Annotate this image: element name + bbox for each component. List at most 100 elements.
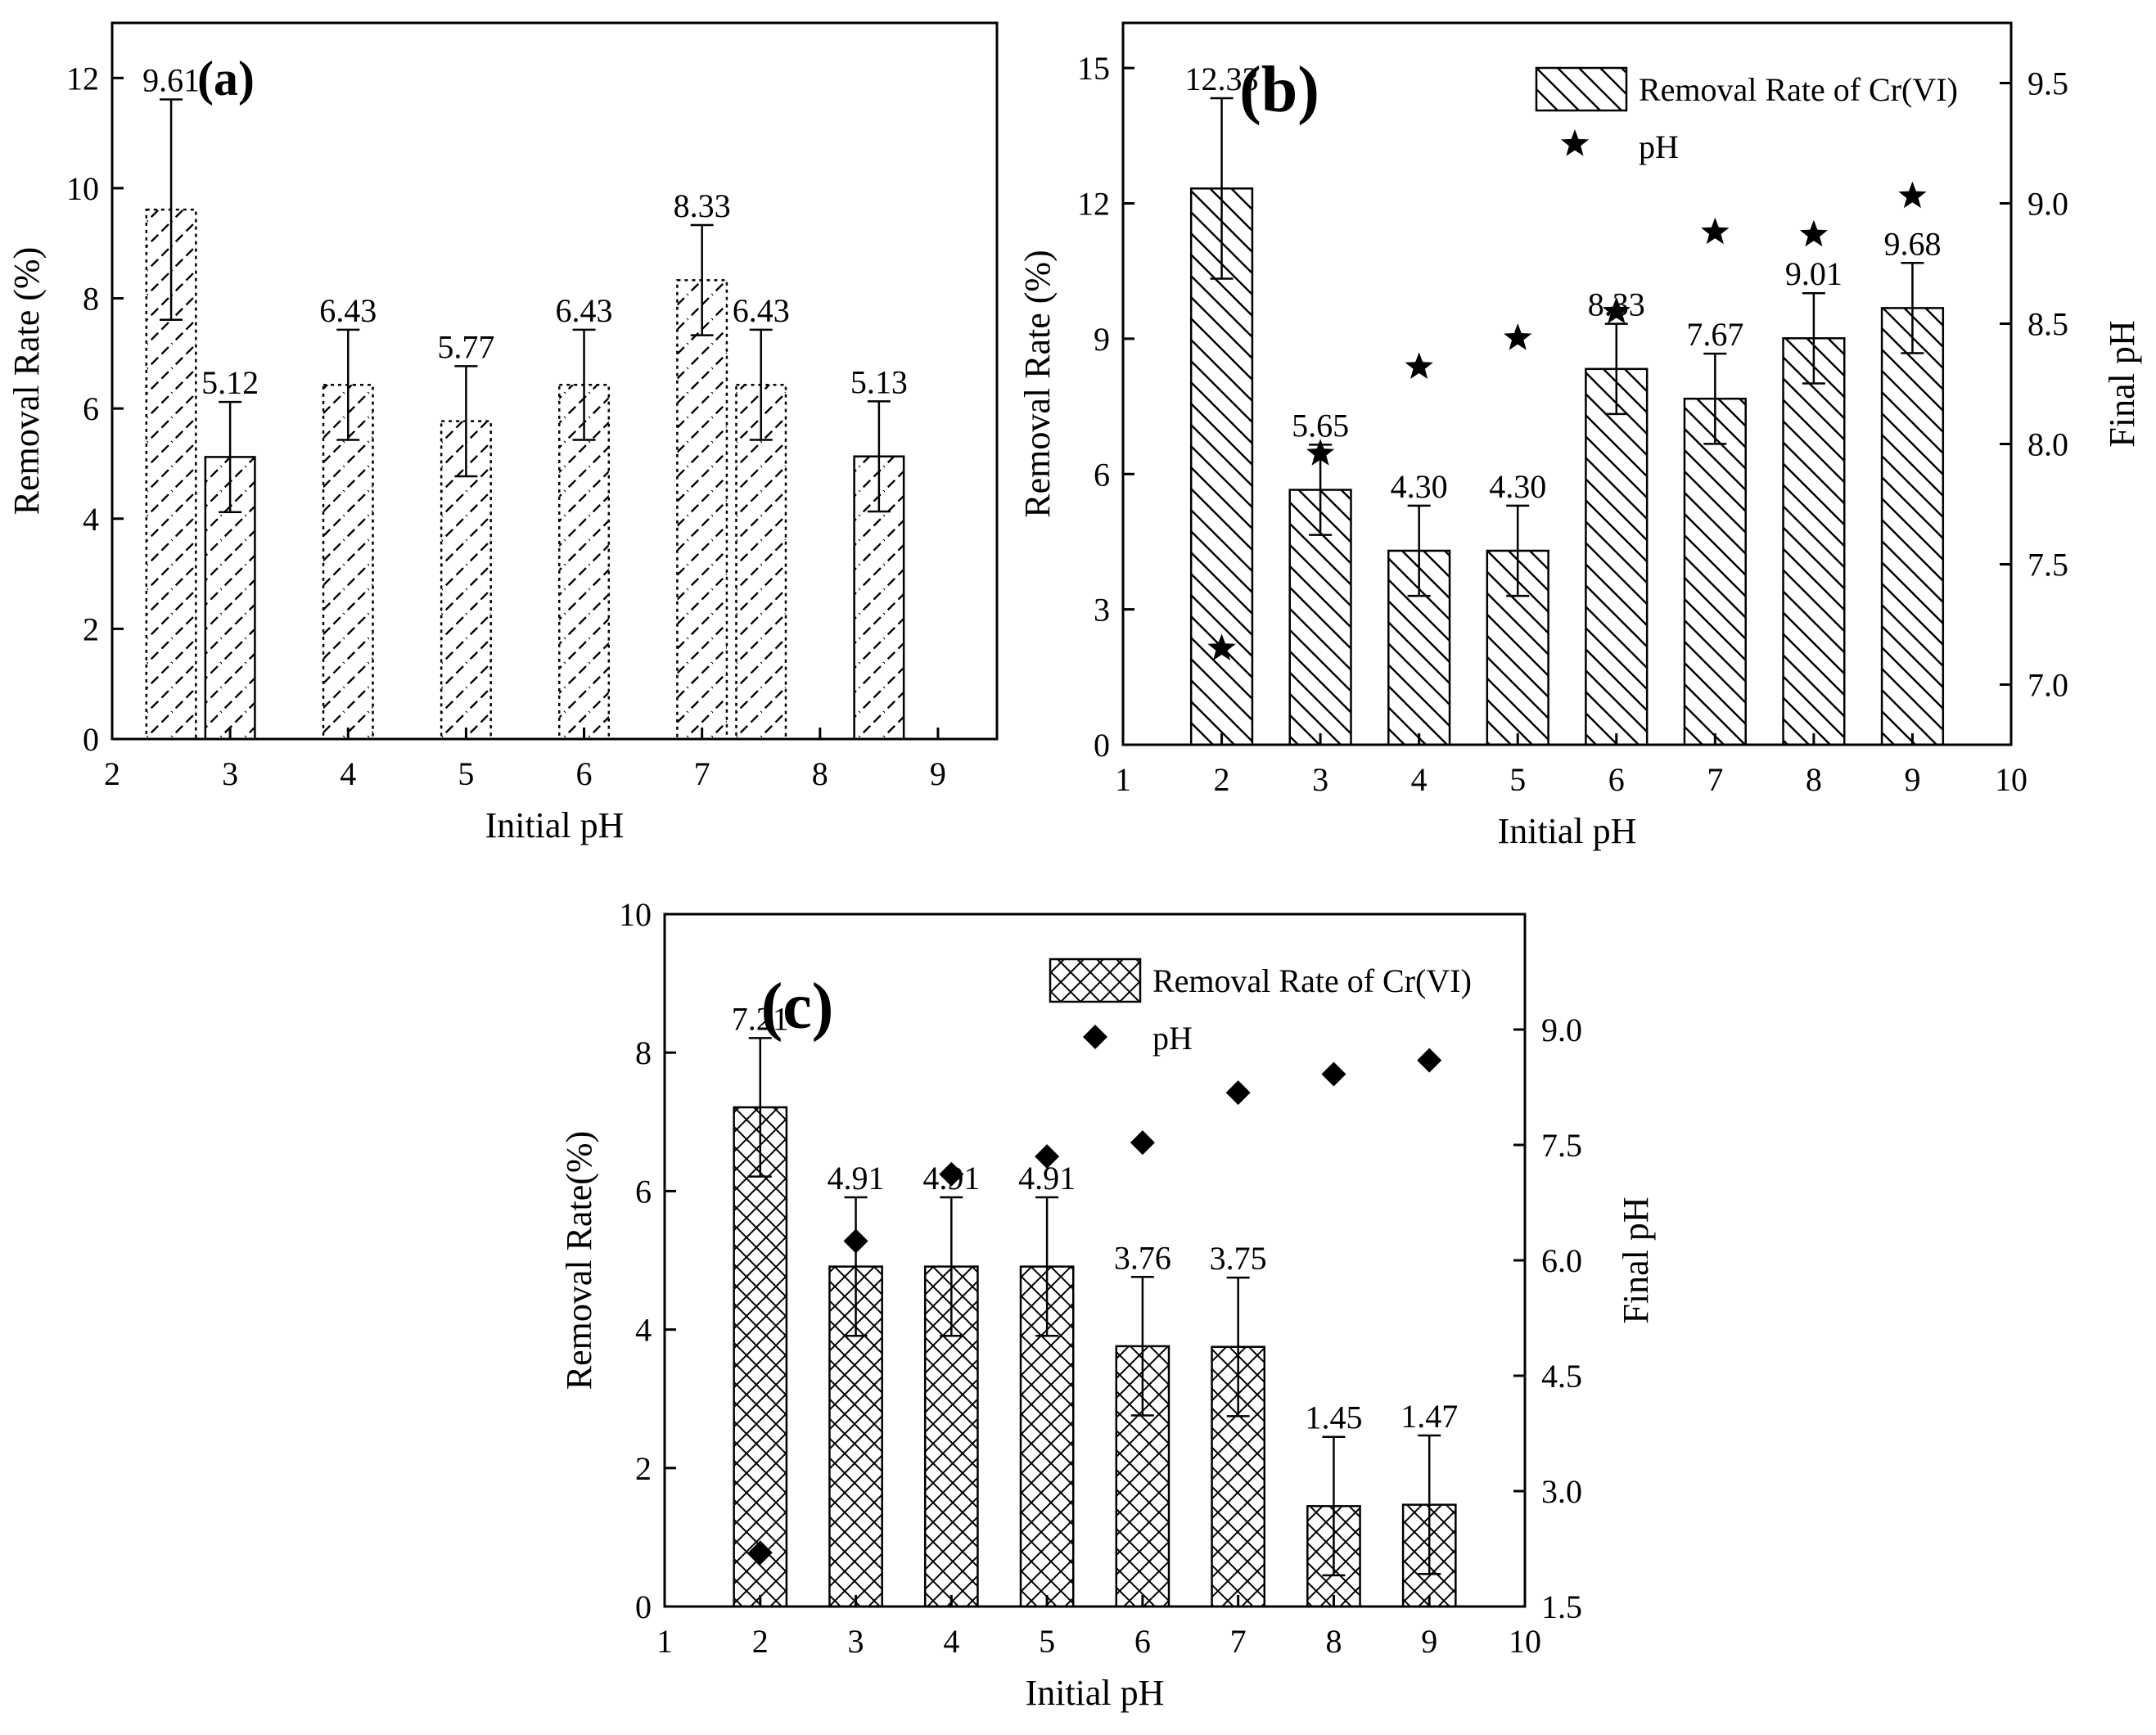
bar-value-label: 9.01 bbox=[1785, 255, 1843, 292]
x-tick-label: 8 bbox=[812, 755, 828, 792]
bar-value-label: 5.12 bbox=[201, 364, 259, 401]
bar-value-label: 5.65 bbox=[1292, 407, 1349, 444]
final-ph-diamond-marker bbox=[1225, 1080, 1251, 1106]
x-tick-label: 6 bbox=[1608, 761, 1625, 798]
final-ph-diamond-marker bbox=[1321, 1061, 1346, 1087]
y-tick-label: 4 bbox=[635, 1312, 652, 1349]
y-tick-label: 9 bbox=[1094, 321, 1110, 358]
x-tick-label: 7 bbox=[694, 755, 710, 792]
bar bbox=[735, 383, 787, 741]
x-tick-label: 1 bbox=[1115, 761, 1131, 798]
x-tick-label: 2 bbox=[104, 755, 120, 792]
final-ph-diamond-marker bbox=[1130, 1130, 1155, 1156]
final-ph-diamond-marker bbox=[1035, 1144, 1060, 1169]
y-axis-label: Removal Rate (%) bbox=[1017, 250, 1058, 517]
y-tick-label: 8 bbox=[83, 281, 99, 318]
y2-tick-label: 4.5 bbox=[1541, 1358, 1582, 1395]
bar bbox=[1683, 397, 1747, 746]
panel-c: 1 2 3 4 5 6 7 8 9 1002468101.53.04.56.07.59.0Init… bbox=[559, 896, 1656, 1713]
x-axis-label: Initial pH bbox=[1498, 811, 1637, 851]
bar-value-label: 9.68 bbox=[1883, 225, 1941, 262]
y2-tick-label: 9.5 bbox=[2027, 65, 2068, 102]
legend-bar-label: Removal Rate of Cr(VI) bbox=[1152, 962, 1472, 999]
x-tick-label: 3 bbox=[1312, 761, 1328, 798]
y-axis-label: Removal Rate(%) bbox=[559, 1131, 599, 1390]
final-ph-star-marker bbox=[1799, 219, 1828, 247]
x-tick-label: 3 bbox=[222, 755, 238, 792]
bar-value-label: 8.33 bbox=[674, 187, 731, 224]
x-tick-label: 8 bbox=[1806, 761, 1822, 798]
bar-value-label: 1.47 bbox=[1400, 1398, 1458, 1435]
y2-axis-label: Final pH bbox=[2102, 320, 2142, 447]
x-tick-label: 7 bbox=[1707, 761, 1723, 798]
final-ph-star-marker bbox=[1504, 323, 1532, 350]
x-tick-label: 6 bbox=[1134, 1623, 1151, 1660]
x-tick-label: 9 bbox=[930, 755, 946, 792]
bar-value-label: 7.21 bbox=[732, 1000, 789, 1037]
y-tick-label: 15 bbox=[1077, 50, 1110, 87]
panel-b: 1 2 3 4 5 6 7 8 9 10036912157.07.58.08.59.09.5Ini… bbox=[1017, 21, 2142, 851]
bar-value-label: 6.43 bbox=[319, 292, 377, 329]
bar-value-label: 5.13 bbox=[850, 363, 908, 400]
x-tick-label: 9 bbox=[1421, 1623, 1437, 1660]
y2-tick-label: 8.0 bbox=[2027, 426, 2068, 463]
x-tick-label: 7 bbox=[1230, 1623, 1247, 1660]
x-tick-label: 3 bbox=[848, 1623, 864, 1660]
bar-value-label: 1.45 bbox=[1305, 1399, 1362, 1436]
y2-tick-label: 6.0 bbox=[1541, 1242, 1582, 1279]
bar bbox=[1880, 307, 1945, 746]
y-tick-label: 2 bbox=[83, 611, 99, 647]
y-tick-label: 2 bbox=[635, 1450, 652, 1487]
y2-tick-label: 7.5 bbox=[2027, 547, 2068, 584]
bar bbox=[676, 279, 728, 741]
legend-bar-swatch bbox=[1535, 66, 1628, 112]
x-tick-label: 9 bbox=[1904, 761, 1920, 798]
final-ph-star-marker bbox=[1701, 217, 1730, 245]
x-tick-label: 2 bbox=[1214, 761, 1230, 798]
final-ph-star-marker bbox=[1602, 296, 1631, 324]
y2-tick-label: 7.5 bbox=[1541, 1127, 1582, 1164]
plot-frame bbox=[111, 21, 999, 741]
y2-tick-label: 9.0 bbox=[1541, 1012, 1582, 1048]
final-ph-star-marker bbox=[1207, 633, 1236, 660]
x-tick-label: 4 bbox=[340, 755, 356, 792]
bar bbox=[1585, 367, 1649, 746]
y2-tick-label: 9.0 bbox=[2027, 186, 2068, 223]
bar-value-label: 7.67 bbox=[1686, 316, 1743, 353]
bar-value-label: 6.43 bbox=[733, 292, 790, 329]
x-tick-label: 5 bbox=[458, 755, 474, 792]
panel-label: (c) bbox=[761, 971, 834, 1043]
final-ph-star-marker bbox=[1898, 181, 1927, 209]
y-tick-label: 12 bbox=[1077, 186, 1110, 223]
y-tick-label: 6 bbox=[83, 390, 99, 427]
final-ph-diamond-marker bbox=[939, 1161, 964, 1187]
y2-tick-label: 7.0 bbox=[2027, 667, 2068, 704]
y-tick-label: 0 bbox=[1094, 727, 1110, 764]
legend-marker-label: pH bbox=[1639, 128, 1679, 165]
x-tick-label: 5 bbox=[1039, 1623, 1055, 1660]
y-tick-label: 12 bbox=[66, 60, 99, 97]
panel-label: (a) bbox=[197, 52, 255, 106]
y2-tick-label: 8.5 bbox=[2027, 306, 2068, 343]
legend-bar-swatch bbox=[1049, 958, 1142, 1003]
x-tick-label: 1 bbox=[656, 1623, 673, 1660]
y-tick-label: 6 bbox=[1094, 456, 1110, 493]
bar-value-label: 6.43 bbox=[556, 292, 613, 329]
x-tick-label: 8 bbox=[1325, 1623, 1342, 1660]
legend-diamond-marker bbox=[1083, 1025, 1107, 1049]
y2-tick-label: 1.5 bbox=[1541, 1589, 1582, 1625]
final-ph-diamond-marker bbox=[843, 1228, 868, 1254]
bar bbox=[1782, 337, 1846, 746]
plot-frame bbox=[1121, 21, 2013, 746]
panel-label: (b) bbox=[1239, 54, 1319, 126]
y-tick-label: 6 bbox=[635, 1173, 652, 1210]
y2-axis-label: Final pH bbox=[1616, 1196, 1656, 1323]
y-tick-label: 0 bbox=[83, 721, 99, 758]
bar bbox=[733, 1106, 788, 1608]
x-tick-label: 2 bbox=[752, 1623, 769, 1660]
y-tick-label: 4 bbox=[83, 501, 99, 538]
y-tick-label: 3 bbox=[1094, 592, 1110, 629]
x-tick-label: 10 bbox=[1509, 1623, 1541, 1660]
